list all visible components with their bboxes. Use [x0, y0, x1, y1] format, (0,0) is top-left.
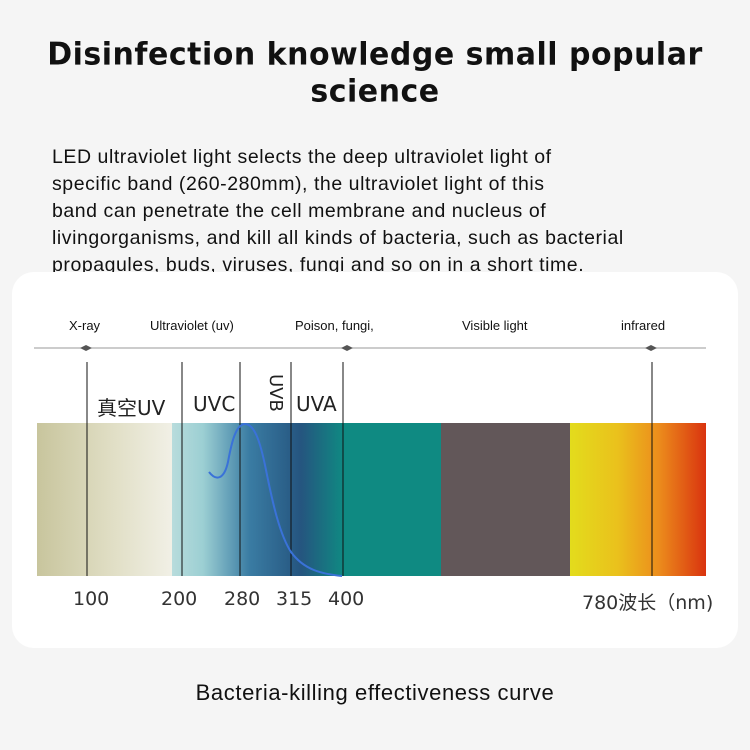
intro-line: propagules, buds, viruses, fungi and so … [52, 254, 585, 276]
intro-line: specific band (260-280mm), the ultraviol… [52, 173, 545, 195]
label-uvb: UVB [265, 374, 286, 412]
label-ultraviolet: Ultraviolet (uv) [150, 318, 234, 333]
arrow-marker-icon [341, 345, 353, 351]
band-uva-teal [344, 423, 441, 576]
label-visible-light: Visible light [462, 318, 528, 333]
label-poison-fungi: Poison, fungi, [295, 318, 374, 333]
wavelength-dividers [86, 362, 653, 576]
label-uvc: UVC [193, 392, 236, 416]
label-uva: UVA [296, 392, 337, 416]
effectiveness-curve [208, 423, 343, 577]
tick-280: 280 [224, 588, 261, 610]
label-xray: X-ray [69, 318, 101, 333]
title: Disinfection knowledge small popular sci… [47, 36, 703, 110]
band-visible [441, 423, 570, 576]
tick-780-wavelength: 780波长（nm) [582, 592, 714, 614]
band-infrared [570, 423, 706, 576]
band-uv [172, 423, 344, 576]
intro-text: LED ultraviolet light selects the deep u… [52, 144, 722, 279]
caption: Bacteria-killing effectiveness curve [195, 680, 555, 705]
tick-400: 400 [328, 588, 365, 610]
intro-line: livingorganisms, and kill all kinds of b… [52, 227, 624, 249]
intro-line: band can penetrate the cell membrane and… [52, 200, 547, 222]
arrow-marker-icon [645, 345, 657, 351]
tick-315: 315 [276, 588, 313, 610]
tick-100: 100 [73, 588, 110, 610]
label-vacuum-uv: 真空UV [97, 396, 166, 420]
label-infrared: infrared [621, 318, 666, 333]
band-vacuum-uv [37, 423, 172, 576]
arrow-marker-icon [80, 345, 92, 351]
intro-line: LED ultraviolet light selects the deep u… [52, 146, 552, 168]
ruler-arrow-markers [80, 345, 657, 351]
tick-200: 200 [161, 588, 198, 610]
